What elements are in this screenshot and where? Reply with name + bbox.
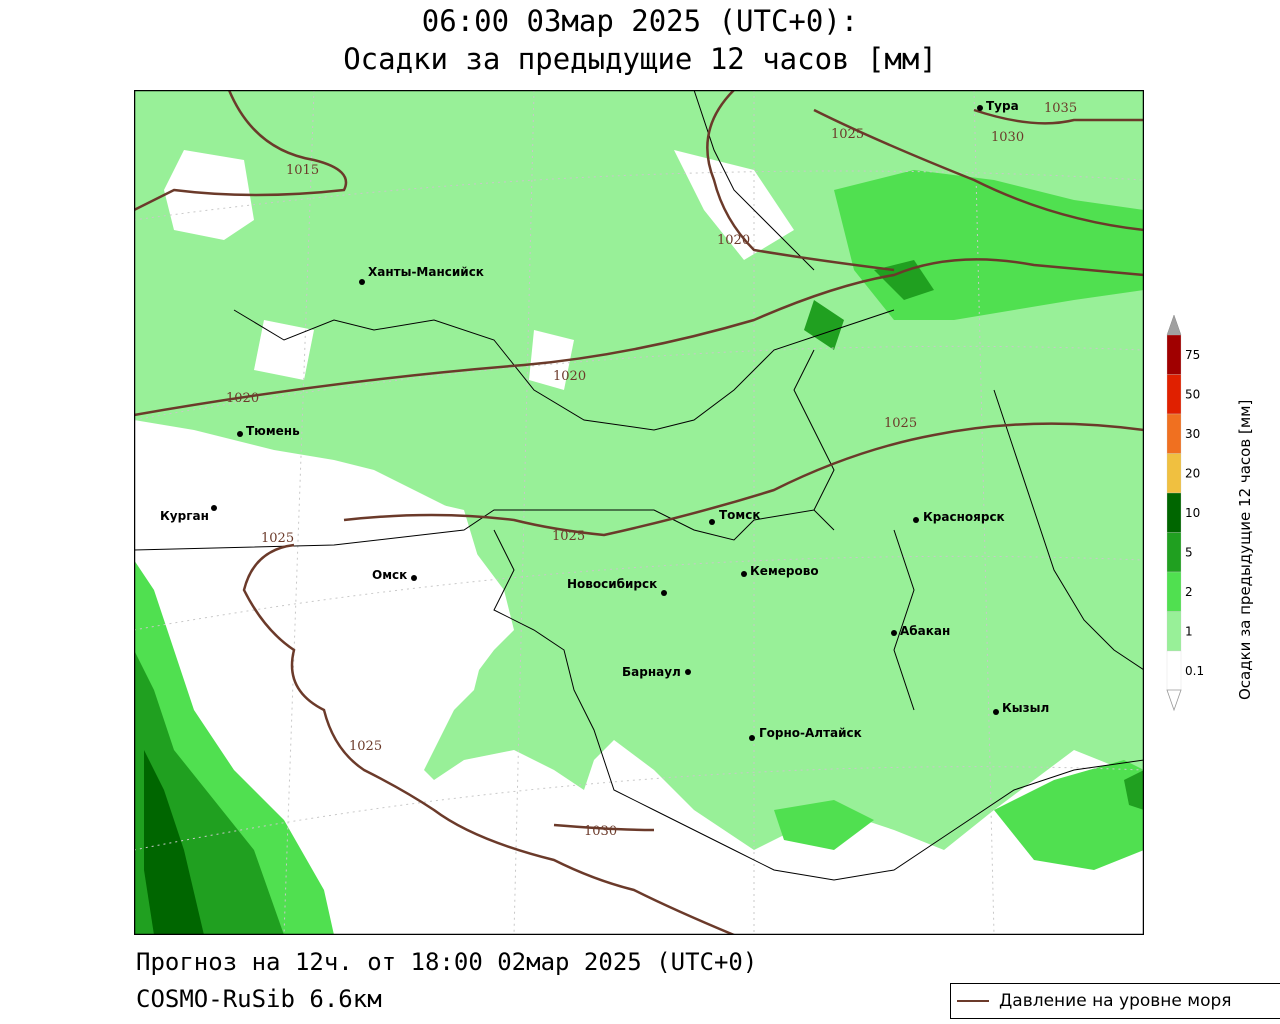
colorbar-tick-label: 1: [1185, 625, 1193, 639]
precipitation-colorbar: 75 50 30 20 10 5 2 1 0.1: [1166, 315, 1204, 712]
pressure-legend: Давление на уровне моря: [950, 983, 1280, 1019]
city-gorno-altaysk: Горно-Алтайск: [759, 726, 862, 740]
colorbar-cell: [1166, 650, 1182, 691]
city-khanty-mansiysk: Ханты-Мансийск: [368, 265, 484, 279]
colorbar-tick-label: 20: [1185, 467, 1200, 481]
isobar-label: 1025: [831, 127, 864, 142]
colorbar-cell: [1166, 334, 1182, 375]
isobar-label: 1025: [261, 531, 294, 546]
city-tyumen: Тюмень: [246, 424, 300, 438]
map-title-variable: Осадки за предыдущие 12 часов [мм]: [343, 42, 937, 76]
isobar-label: 1020: [553, 369, 586, 384]
isobar-label: 1030: [584, 824, 617, 839]
colorbar-cell: [1166, 413, 1182, 454]
colorbar-cell: [1166, 571, 1182, 612]
city-tura: Тура: [986, 99, 1019, 113]
colorbar-cell: [1166, 532, 1182, 573]
precip-area-5mm: [144, 750, 204, 935]
colorbar-tick-label: 30: [1185, 427, 1200, 441]
city-novosibirsk: Новосибирск: [567, 577, 657, 591]
isobar-label: 1030: [991, 130, 1024, 145]
isobar-lines: [134, 90, 1144, 935]
forecast-info: Прогноз на 12ч. от 18:00 02мар 2025 (UTC…: [136, 948, 758, 976]
city-markers: Тура Ханты-Мансийск Тюмень Курган Омск Т…: [160, 99, 1049, 741]
city-kurgan: Курган: [160, 509, 209, 523]
isobar-label: 1020: [717, 233, 750, 248]
isobar-label: 1025: [884, 416, 917, 431]
city-kyzyl: Кызыл: [1002, 701, 1049, 715]
isobar-label: 1020: [226, 391, 259, 406]
model-name: COSMO-RuSib 6.6км: [136, 985, 382, 1013]
isobar-label: 1025: [552, 529, 585, 544]
colorbar-tick-label: 50: [1185, 388, 1200, 402]
map-title-time: 06:00 03мар 2025 (UTC+0):: [421, 4, 859, 38]
pressure-legend-label: Давление на уровне моря: [999, 991, 1232, 1011]
city-tomsk: Томск: [719, 508, 761, 522]
city-barnaul: Барнаул: [622, 665, 681, 679]
isobar-label: 1015: [286, 163, 319, 178]
colorbar-cell: [1166, 374, 1182, 415]
colorbar-cell: [1166, 611, 1182, 652]
city-krasnoyarsk: Красноярск: [923, 510, 1005, 524]
colorbar-cell: [1166, 453, 1182, 494]
isobar-label: 1025: [349, 739, 382, 754]
precipitation-map: 1015 1020 1020 1020 1025 1025 1025 1025 …: [134, 90, 1144, 935]
colorbar-tick-label: 2: [1185, 585, 1193, 599]
city-abakan: Абакан: [900, 624, 950, 638]
colorbar-tick-label: 0.1: [1185, 664, 1204, 678]
colorbar-cell: [1166, 492, 1182, 533]
pressure-line-swatch: [957, 1000, 989, 1002]
colorbar-label: Осадки за предыдущие 12 часов [мм]: [1236, 399, 1254, 700]
colorbar-tick-label: 10: [1185, 506, 1200, 520]
colorbar-tick-label: 5: [1185, 546, 1193, 560]
isobar-label: 1035: [1044, 101, 1077, 116]
city-omsk: Омск: [372, 568, 407, 582]
colorbar-tick-label: 75: [1185, 348, 1200, 362]
city-kemerovo: Кемерово: [750, 564, 819, 578]
